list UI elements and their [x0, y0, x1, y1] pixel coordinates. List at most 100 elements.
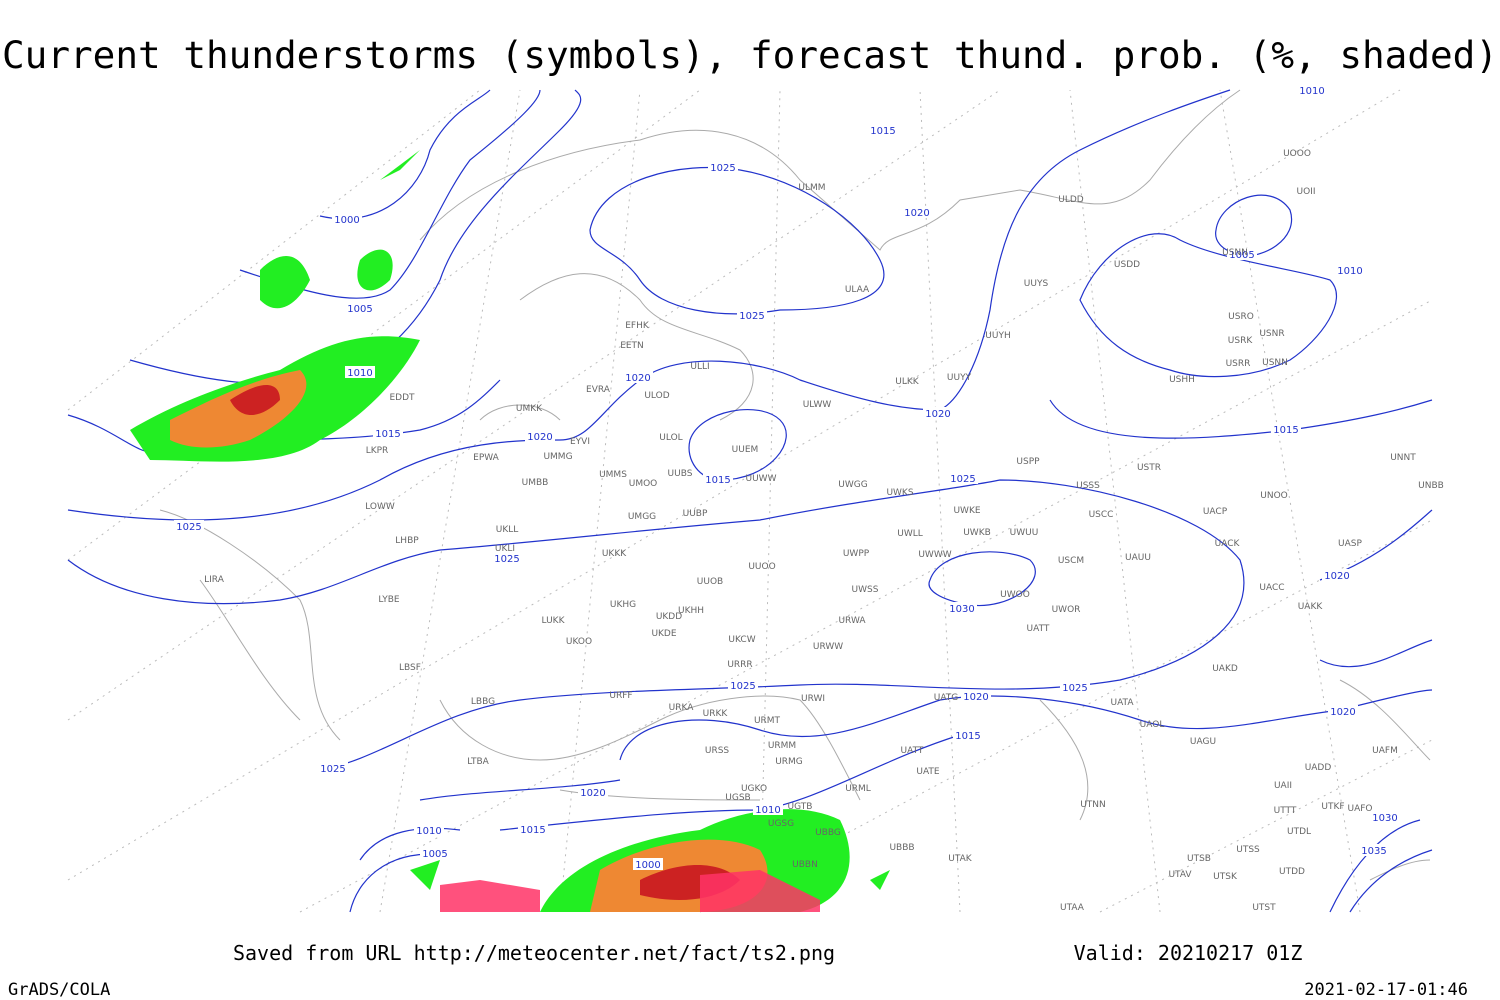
isobar-label: 1015 — [955, 731, 980, 742]
station-code: LOWW — [365, 502, 395, 512]
station-code: URWA — [838, 616, 866, 626]
station-code: UTAK — [948, 854, 973, 864]
station-code: EDDT — [389, 393, 415, 403]
isobar-label: 1025 — [710, 163, 735, 174]
software-label: GrADS/COLA — [8, 980, 110, 1000]
isobar-label-bg — [902, 206, 932, 218]
station-code: UKDD — [656, 612, 682, 622]
station-code: UTKF — [1321, 802, 1344, 812]
isobar-label-bg — [703, 473, 733, 485]
station-code: URRR — [727, 660, 752, 670]
graticule — [67, 89, 1433, 913]
station-code: UKDE — [651, 629, 676, 639]
station-code: UATG — [934, 693, 959, 703]
station-code: UBBN — [792, 860, 818, 870]
station-code: UMKK — [516, 404, 543, 414]
isobar-label-bg — [1359, 844, 1389, 856]
station-code: UWOO — [1000, 590, 1030, 600]
station-code: LBSF — [399, 663, 421, 673]
isobar-label: 1015 — [375, 429, 400, 440]
station-code: UWKS — [886, 488, 913, 498]
isobar-label-bg — [633, 858, 663, 870]
isobar-label-bg — [923, 407, 953, 419]
station-code: ULKK — [895, 377, 920, 387]
station-code: USSS — [1076, 481, 1100, 491]
station-code: UAUU — [1125, 553, 1151, 563]
station-code: UUWW — [746, 474, 777, 484]
station-code: UWOR — [1052, 605, 1081, 615]
station-code: UKHG — [610, 600, 636, 610]
station-code: UATT — [901, 746, 924, 756]
station-code: ULAA — [845, 285, 870, 295]
station-code: UADD — [1305, 763, 1332, 773]
station-code: USCC — [1089, 510, 1114, 520]
station-code: UAII — [1274, 781, 1292, 791]
isobar-label: 1020 — [1330, 707, 1355, 718]
station-code: UACK — [1215, 539, 1241, 549]
station-code: LKPR — [366, 446, 389, 456]
station-code: ULDD — [1058, 195, 1084, 205]
probability-shading — [130, 120, 890, 912]
station-code: UTSB — [1187, 854, 1211, 864]
station-code: UAKD — [1212, 664, 1238, 674]
isobar-label: 1020 — [625, 373, 650, 384]
isobar-label: 1035 — [1361, 846, 1386, 857]
isobar-label-bg — [345, 366, 375, 378]
isobar-label-bg — [332, 213, 362, 225]
station-code: UGKO — [741, 784, 767, 794]
isobar-label: 1020 — [925, 409, 950, 420]
station-code: URKA — [669, 703, 695, 713]
station-code: UOII — [1297, 187, 1316, 197]
isobar-label-bg — [373, 427, 403, 439]
isobar-label: 1000 — [334, 215, 359, 226]
station-code: UATA — [1110, 698, 1134, 708]
coastlines — [159, 89, 1431, 881]
isobar-label: 1010 — [1299, 86, 1324, 97]
station-code: UWUU — [1010, 528, 1039, 538]
isobar-label-bg — [961, 690, 991, 702]
station-code: LTBA — [467, 757, 489, 767]
station-code: UOOO — [1283, 149, 1311, 159]
station-code: UKKK — [602, 549, 627, 559]
station-code: UGTB — [788, 802, 813, 812]
station-code: UUOO — [748, 562, 775, 572]
station-code: USCM — [1058, 556, 1084, 566]
isobar-label-bg — [174, 520, 204, 532]
station-code: UUEM — [732, 445, 759, 455]
station-code: UUYH — [985, 331, 1010, 341]
isobar-label: 1025 — [1062, 683, 1087, 694]
station-code: URMT — [754, 716, 781, 726]
station-code: UAFM — [1372, 746, 1398, 756]
isobar-label: 1025 — [176, 522, 201, 533]
station-code: ULOL — [659, 433, 682, 443]
station-code: UKLI — [495, 544, 515, 554]
isobar-label: 1010 — [347, 368, 372, 379]
station-code: USHH — [1169, 375, 1195, 385]
station-code: URML — [845, 784, 871, 794]
isobar-label-bg — [753, 803, 783, 815]
isobar-label-bg — [948, 472, 978, 484]
station-code: UTST — [1252, 903, 1276, 913]
isobar-label-bg — [1227, 248, 1257, 260]
station-code: UNOO — [1260, 491, 1288, 501]
station-code: UAKK — [1298, 602, 1324, 612]
timestamp: 2021-02-17-01:46 — [1304, 980, 1468, 1000]
station-code: USNN — [1262, 358, 1288, 368]
isobar-label: 1015 — [1273, 425, 1298, 436]
station-code: USTR — [1137, 463, 1161, 473]
station-code: UWKE — [953, 506, 980, 516]
station-code: UAOL — [1140, 720, 1165, 730]
station-code: UUOB — [697, 577, 723, 587]
station-code: UUYY — [947, 373, 972, 383]
station-code: EYVI — [570, 437, 590, 447]
station-code: UACP — [1203, 507, 1228, 517]
station-code: UWKB — [963, 528, 991, 538]
isobar-label-bg — [1335, 264, 1365, 276]
isobar-label: 1010 — [1337, 266, 1362, 277]
isobar-label: 1020 — [904, 208, 929, 219]
isobar-label-bg — [525, 430, 555, 442]
isobar-label: 1025 — [730, 681, 755, 692]
station-code: UKOO — [566, 637, 592, 647]
station-code: UMMG — [543, 452, 572, 462]
